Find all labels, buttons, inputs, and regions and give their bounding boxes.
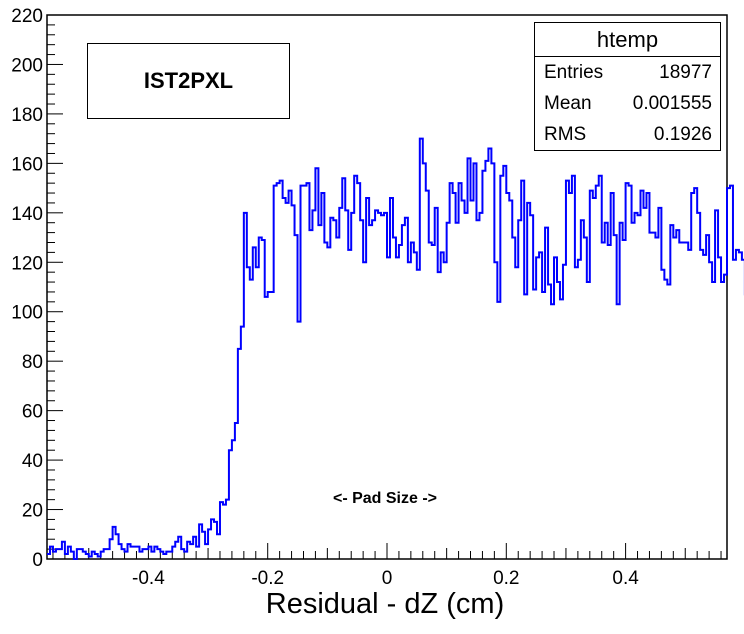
pad-size-annotation: <- Pad Size ->: [332, 490, 438, 507]
y-tick-label: 220: [11, 6, 43, 27]
stats-row-rms: RMS 0.1926: [535, 119, 720, 150]
stats-value: 0.1926: [653, 123, 712, 145]
stats-value: 18977: [659, 61, 712, 83]
histogram-series-line: [47, 137, 744, 560]
x-tick-label: 0: [382, 568, 393, 589]
x-tick-label: 0.2: [493, 568, 519, 589]
y-tick-label: 80: [22, 352, 43, 373]
stats-row-mean: Mean 0.001555: [535, 88, 720, 119]
stats-label: RMS: [544, 123, 587, 145]
stats-value: 0.001555: [632, 92, 712, 114]
x-tick-label: -0.4: [132, 568, 165, 589]
y-tick-label: 120: [11, 253, 43, 274]
y-tick-label: 100: [11, 303, 43, 324]
x-tick-label: 0.4: [612, 568, 639, 589]
detector-label-box: IST2PXL: [87, 43, 290, 119]
y-tick-label: 40: [22, 451, 43, 472]
y-tick-label: 200: [11, 55, 43, 76]
stats-label: Entries: [544, 61, 604, 83]
x-axis-title: Residual - dZ (cm): [265, 588, 505, 620]
stats-row-entries: Entries 18977: [535, 57, 720, 88]
x-tick-label: -0.2: [251, 568, 284, 589]
stats-box: htemp Entries 18977 Mean 0.001555 RMS 0.…: [534, 22, 721, 151]
stats-label: Mean: [544, 92, 592, 114]
y-tick-label: 60: [22, 402, 43, 423]
detector-label: IST2PXL: [143, 68, 234, 93]
y-tick-label: 20: [22, 501, 43, 522]
stats-title: htemp: [535, 23, 720, 57]
y-tick-label: 0: [32, 550, 43, 571]
y-tick-label: 180: [11, 105, 43, 126]
y-tick-label: 140: [11, 204, 43, 225]
y-tick-label: 160: [11, 154, 43, 175]
